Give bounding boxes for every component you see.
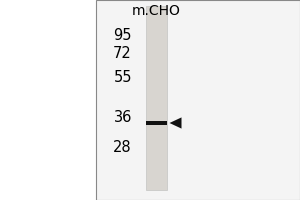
Polygon shape — [169, 117, 181, 129]
Bar — [96, 0, 300, 200]
Bar — [146, 6, 167, 190]
Bar — [146, 121, 167, 125]
Text: 55: 55 — [113, 70, 132, 84]
Text: 72: 72 — [113, 46, 132, 60]
Text: 36: 36 — [114, 110, 132, 124]
Text: m.CHO: m.CHO — [132, 4, 180, 18]
Text: 28: 28 — [113, 140, 132, 154]
Text: 95: 95 — [113, 27, 132, 43]
